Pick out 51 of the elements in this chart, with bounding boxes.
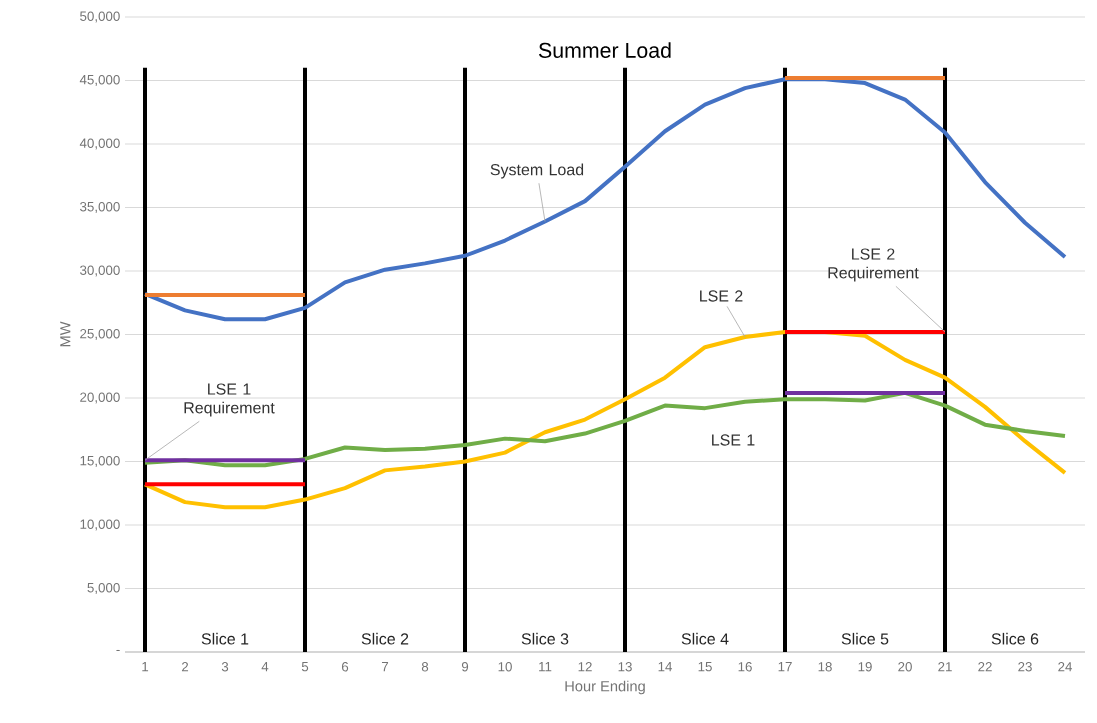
x-tick-label: 17: [778, 662, 792, 672]
y-tick-label: 20,000: [80, 392, 120, 404]
y-tick-label: 30,000: [80, 265, 120, 277]
annotation: Slice 5: [841, 632, 889, 645]
x-tick-label: 13: [618, 662, 632, 672]
annotation: Slice 2: [361, 632, 409, 645]
x-tick-label: 24: [1058, 662, 1073, 672]
text: LSE 2 Requirement: [828, 248, 919, 282]
x-tick-label: 18: [818, 662, 832, 672]
y-tick-label: -: [116, 649, 120, 651]
x-axis-title: Hour Ending: [565, 680, 645, 695]
y-tick-label: 40,000: [79, 138, 120, 150]
y-tick-label: 25,000: [80, 328, 120, 340]
y-tick-label: 50,000: [80, 11, 120, 23]
y-axis-title: MW: [60, 321, 71, 347]
x-tick-label: 16: [738, 662, 752, 672]
y-tick-label: 45,000: [79, 74, 120, 86]
x-tick-label: 4: [261, 662, 269, 672]
x-tick-label: 9: [461, 662, 469, 672]
x-tick-label: 10: [498, 662, 512, 672]
annotation: Slice 6: [991, 632, 1039, 645]
text: LSE 2: [700, 290, 743, 302]
x-tick-label: 7: [381, 662, 389, 672]
x-tick-label: 15: [698, 662, 712, 672]
x-tick-label: 19: [858, 662, 872, 672]
series-label: LSE 1: [712, 434, 755, 446]
x-tick-label: 11: [539, 662, 552, 672]
y-tick-label: 15,000: [80, 455, 120, 467]
x-tick-label: 23: [1018, 662, 1032, 672]
x-tick-label: 12: [578, 662, 592, 672]
x-tick-label: 6: [341, 662, 349, 672]
x-tick-label: 3: [221, 662, 229, 672]
x-tick-label: 2: [181, 662, 189, 672]
text: LSE 1 Requirement: [184, 383, 275, 417]
line-series: [143, 329, 1067, 510]
annotation: Slice 3: [521, 632, 569, 645]
x-tick-label: 14: [658, 662, 673, 672]
y-tick-label: 10,000: [80, 519, 120, 531]
x-tick-label: 22: [978, 662, 992, 672]
x-tick-label: 5: [301, 662, 309, 672]
annotation: Slice 4: [681, 632, 729, 645]
series-label: System Load: [490, 163, 584, 179]
annotation: Slice 1: [201, 632, 249, 645]
text: Summer Load: [538, 42, 671, 58]
x-tick-label: 20: [898, 662, 912, 672]
y-tick-label: 5,000: [87, 582, 120, 594]
x-tick-label: 8: [421, 662, 429, 672]
y-tick-label: 35,000: [80, 201, 120, 213]
x-tick-label: 21: [938, 662, 952, 672]
x-tick-label: 1: [142, 662, 149, 672]
line-series: [143, 77, 1067, 322]
